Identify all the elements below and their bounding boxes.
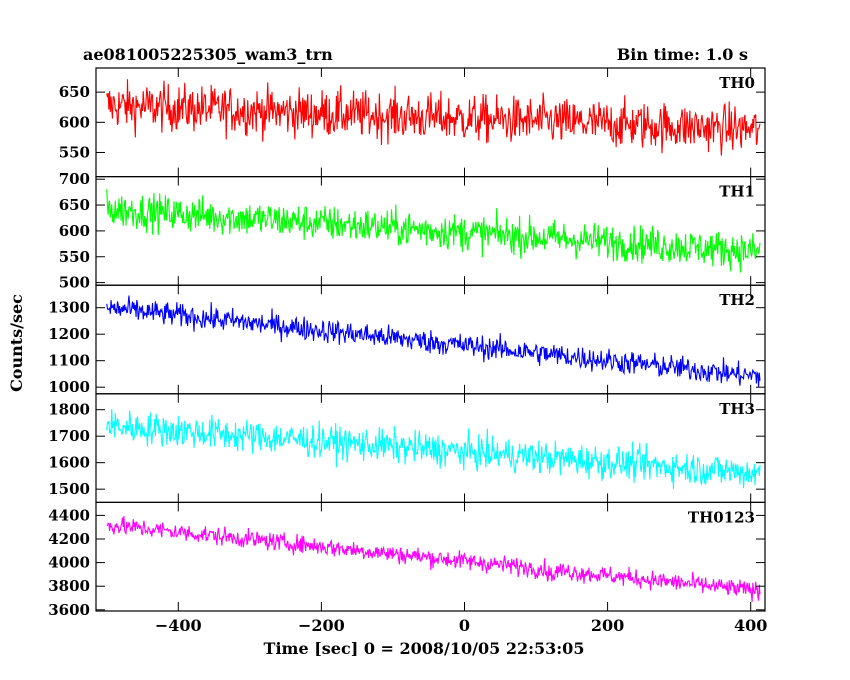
y-tick-label: 650 (59, 196, 90, 214)
y-tick-label: 550 (59, 143, 90, 161)
x-tick-label: 0 (459, 616, 470, 635)
x-tick-label: 200 (591, 616, 624, 635)
series-line-th0123 (106, 516, 761, 602)
chart-title: ae081005225305_wam3_trn (83, 45, 333, 64)
panel-label-th2: TH2 (719, 291, 755, 309)
series-line-th0 (106, 79, 761, 156)
y-tick-label: 4200 (48, 530, 90, 548)
panel-th2: 1000 1100 1200 1300 TH2 (48, 284, 766, 396)
y-tick-label: 1100 (48, 352, 90, 370)
y-tick-label: 1600 (48, 454, 90, 472)
y-tick-label: 1500 (48, 480, 90, 498)
panel-th0123: 3600 3800 4000 4200 4400 TH0123 (48, 501, 766, 619)
panel-th3: 1500 1600 1700 1800 TH3 (48, 393, 766, 503)
y-tick-label: 600 (59, 222, 90, 240)
y-tick-label: 3600 (48, 601, 90, 619)
x-tick-label: −200 (298, 616, 345, 635)
panel-th1: 500 550 600 650 700 TH1 (59, 170, 766, 292)
series-line-th2 (106, 295, 761, 387)
x-axis-label: Time [sec] 0 = 2008/10/05 22:53:05 (264, 639, 585, 658)
y-tick-label: 600 (59, 113, 90, 131)
bin-time-label: Bin time: 1.0 s (617, 45, 748, 64)
panel-label-th0: TH0 (719, 74, 755, 92)
y-tick-label: 1300 (48, 299, 90, 317)
y-tick-label: 700 (59, 170, 90, 188)
x-axis: −400 −200 0 200 400 (155, 616, 768, 635)
y-tick-label: 650 (59, 83, 90, 101)
panel-th0: 550 600 650 TH0 (59, 67, 766, 178)
panels-group: 550 600 650 TH0 500 550 600 650 700 TH1 1000 1100 12… (48, 67, 766, 619)
panel-label-th0123: TH0123 (688, 508, 755, 526)
y-tick-label: 500 (59, 274, 90, 292)
panel-label-th3: TH3 (719, 400, 755, 418)
y-tick-label: 1700 (48, 427, 90, 445)
panel-frame (95, 393, 766, 503)
series-line-th3 (106, 408, 761, 490)
y-tick-label: 3800 (48, 577, 90, 595)
y-tick-label: 1200 (48, 325, 90, 343)
x-tick-label: −400 (155, 616, 202, 635)
series-line-th1 (106, 189, 761, 273)
y-tick-label: 4000 (48, 554, 90, 572)
y-axis-label: Counts/sec (7, 294, 26, 392)
y-tick-label: 1000 (48, 378, 90, 396)
y-tick-label: 550 (59, 248, 90, 266)
panel-label-th1: TH1 (719, 183, 755, 201)
x-tick-label: 400 (734, 616, 767, 635)
y-tick-label: 1800 (48, 401, 90, 419)
y-tick-label: 4400 (48, 506, 90, 524)
panel-frame (95, 501, 766, 612)
